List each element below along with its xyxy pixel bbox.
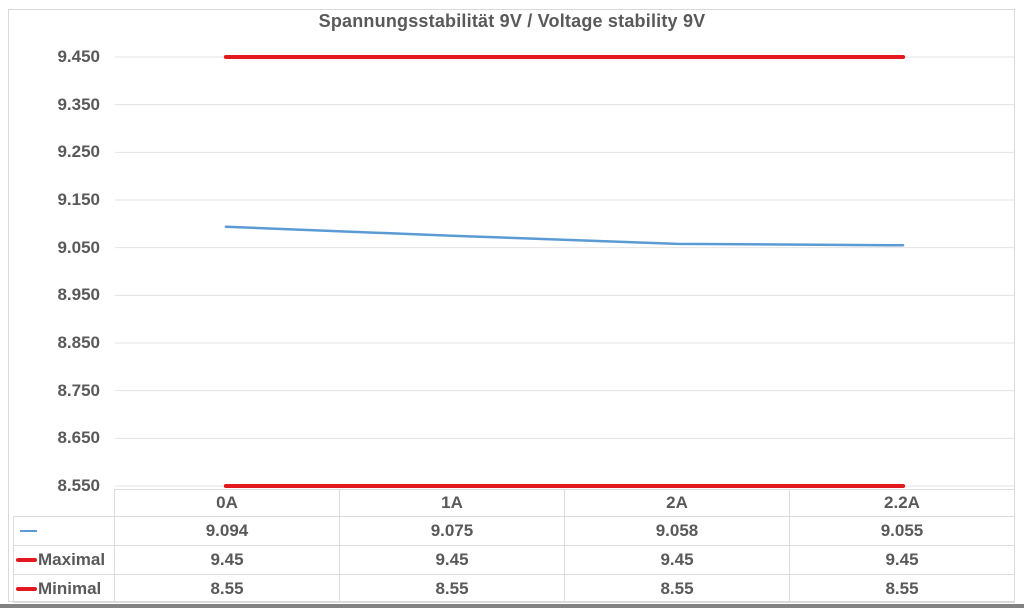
legend-cell-measured [13, 517, 115, 546]
y-axis-tick-label: 8.950 [57, 285, 100, 305]
y-axis-tick-label: 8.850 [57, 333, 100, 352]
table-value-cell: 8.55 [115, 575, 340, 603]
table-value-cell: 8.55 [340, 575, 565, 603]
table-value-cell: 9.45 [790, 546, 1015, 575]
y-axis-tick-label: 8.750 [57, 380, 100, 400]
chart-frame-border [8, 9, 1015, 602]
table-value-cell: 8.55 [565, 575, 790, 603]
y-axis-tick-label: 8.550 [57, 476, 100, 495]
table-value-cell: 9.45 [340, 546, 565, 575]
y-axis-tick-label: 9.050 [57, 237, 100, 257]
table-value-cell: 9.058 [565, 517, 790, 546]
bottom-edge-bar [0, 604, 1024, 608]
table-value-cell: 8.55 [790, 575, 1015, 603]
legend-cell-Maximal: Maximal [13, 546, 115, 575]
table-value-cell: 9.094 [115, 517, 340, 546]
chart-data-table: 0A 1A 2A 2.2A 9.094 9.075 9.058 9.055 Maximal 9.4… [13, 489, 1015, 603]
legend-line-marker [20, 530, 37, 532]
table-value-cell: 9.055 [790, 517, 1015, 546]
chart-title: Spannungsstabilität 9V / Voltage stabili… [318, 11, 706, 31]
table-value-cell: 9.45 [565, 546, 790, 575]
legend-line-marker [16, 558, 37, 562]
column-header-2.2A: 2.2A [790, 489, 1015, 517]
legend-cell-Minimal: Minimal [13, 575, 115, 603]
column-header-0A: 0A [115, 489, 340, 517]
column-header-2A: 2A [565, 489, 790, 517]
y-axis-tick-label: 9.350 [57, 94, 100, 114]
table-corner-cell [13, 489, 115, 517]
table-value-cell: 9.45 [115, 546, 340, 575]
column-header-1A: 1A [340, 489, 565, 517]
y-axis-tick-label: 8.650 [57, 428, 100, 448]
legend-line-marker [16, 586, 37, 591]
series-line-measured [224, 225, 905, 247]
y-axis-tick-label: 9.150 [57, 190, 100, 209]
legend-label: Minimal [38, 578, 102, 598]
table-value-cell: 9.075 [340, 517, 565, 546]
y-axis-tick-label: 9.250 [57, 142, 100, 162]
y-axis-tick-label: 9.450 [57, 47, 100, 66]
legend-label: Maximal [38, 550, 106, 569]
